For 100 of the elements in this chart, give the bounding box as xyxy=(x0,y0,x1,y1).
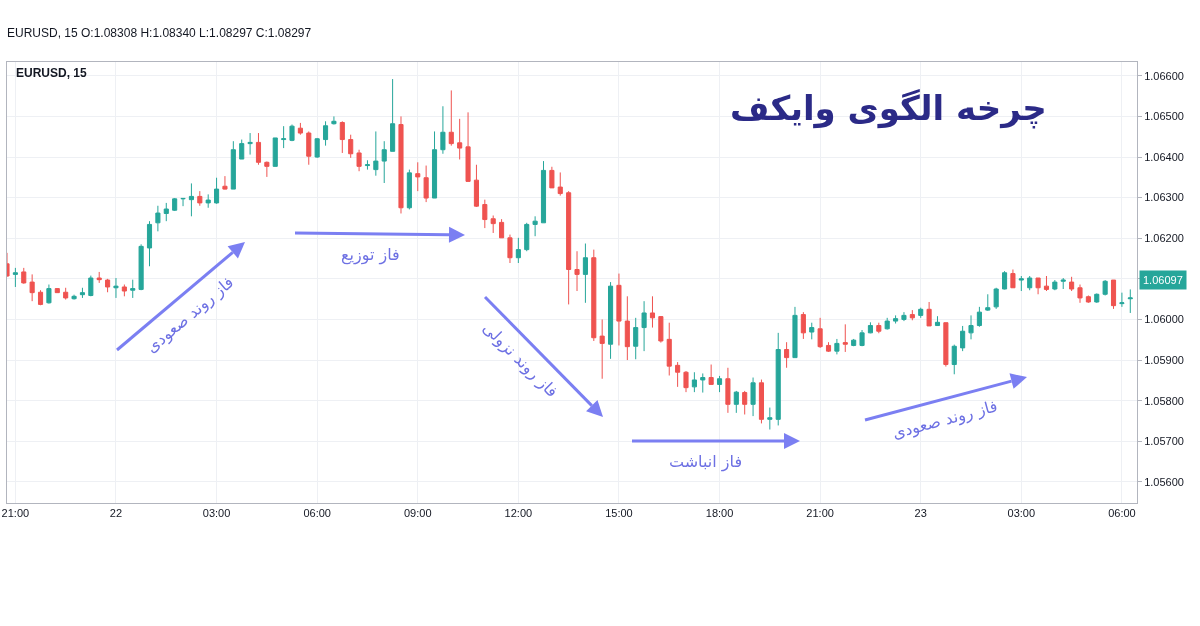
candlestick xyxy=(415,161,421,192)
candlestick xyxy=(624,295,630,361)
candlestick xyxy=(968,314,974,340)
candlestick xyxy=(12,267,18,288)
text: EURUSD, 15 O:1.08308 H:1.08340 L:1.08297 C:1.08297 xyxy=(7,26,312,40)
candlestick xyxy=(264,160,270,178)
candlestick xyxy=(1102,279,1108,296)
candlestick xyxy=(239,139,245,160)
annotation: فاز روند صعودی xyxy=(142,272,238,358)
candlestick xyxy=(230,140,236,190)
candlestick xyxy=(339,120,345,154)
candlestick xyxy=(138,243,144,291)
candlestick xyxy=(54,288,60,294)
candlestick xyxy=(616,273,622,346)
x-tick-label: 22 xyxy=(109,507,123,520)
candlestick xyxy=(515,237,521,264)
candlestick xyxy=(641,300,647,352)
candlestick xyxy=(457,118,463,160)
y-tick-label: 1.06600 xyxy=(1144,69,1184,82)
y-tick-label: 1.06500 xyxy=(1144,110,1184,123)
candlestick xyxy=(926,301,932,327)
candlestick xyxy=(943,322,949,368)
candlestick xyxy=(683,370,689,393)
candlestick xyxy=(700,372,706,394)
candlestick xyxy=(431,130,438,199)
y-tick-label: 1.05800 xyxy=(1144,394,1184,407)
candlestick xyxy=(1018,275,1024,292)
candlestick xyxy=(188,182,194,217)
candlestick xyxy=(976,306,982,328)
candlestick xyxy=(1077,284,1083,304)
candlestick xyxy=(985,293,991,311)
candlestick xyxy=(490,215,496,234)
candlestick xyxy=(155,205,161,232)
x-tick-label: 03:00 xyxy=(1007,507,1036,520)
candlestick xyxy=(121,284,127,297)
candlestick xyxy=(834,338,840,355)
y-tick-label: 1.06300 xyxy=(1144,191,1184,204)
candlestick xyxy=(767,407,773,430)
candlestick xyxy=(373,130,379,177)
candlestick xyxy=(322,120,329,147)
candlestick xyxy=(88,275,94,297)
candlestick xyxy=(716,375,723,393)
candlestick xyxy=(289,124,295,142)
x-tick-label: 06:00 xyxy=(303,507,331,520)
candlestick xyxy=(398,115,404,214)
candlestick xyxy=(364,159,371,171)
candlestick xyxy=(524,222,530,252)
y-tick-label: 1.06200 xyxy=(1144,232,1184,245)
candlestick xyxy=(608,281,614,360)
text: چرخه الگوی وایکف xyxy=(729,87,1047,129)
candlestick xyxy=(842,323,848,353)
candlestick xyxy=(867,321,873,334)
candlestick xyxy=(658,315,664,344)
candlestick xyxy=(540,160,547,224)
candlestick xyxy=(331,115,337,125)
candlestick xyxy=(314,137,320,159)
candlestick xyxy=(893,314,899,325)
annotation: فاز روند نزولی xyxy=(478,318,562,402)
candlestick xyxy=(708,364,714,385)
annotation: فاز روند صعودی xyxy=(890,396,1000,444)
candlestick xyxy=(909,309,915,321)
candlestick xyxy=(482,199,488,229)
x-tick-label: 09:00 xyxy=(403,507,432,520)
candlestick xyxy=(507,234,513,264)
x-tick-label: 21:00 xyxy=(1,507,30,520)
y-tick-label: 1.06000 xyxy=(1144,313,1184,326)
candlestick xyxy=(859,329,865,347)
y-tick-label: 1.05700 xyxy=(1144,435,1184,448)
candlestick xyxy=(758,379,764,424)
candlestick xyxy=(1060,277,1066,290)
candlestick xyxy=(591,249,597,342)
x-tick-label: 21:00 xyxy=(806,507,834,520)
candlestick xyxy=(675,361,681,388)
candlestick xyxy=(825,341,832,353)
candlestick xyxy=(222,175,228,191)
candlestick xyxy=(63,287,69,301)
candlestick xyxy=(549,166,555,189)
candlestick xyxy=(574,250,580,292)
candlestick xyxy=(381,140,387,184)
x-tick-label: 18:00 xyxy=(705,507,734,520)
y-tick-label: 1.06400 xyxy=(1144,150,1184,163)
candlestick xyxy=(440,105,446,155)
candlestick xyxy=(649,295,656,329)
candlestick xyxy=(79,287,85,299)
candlestick xyxy=(348,134,354,159)
candlestick xyxy=(566,190,572,305)
candlestick xyxy=(255,132,262,166)
candlestick xyxy=(557,171,563,197)
candlestick xyxy=(1110,279,1117,310)
candlestick xyxy=(113,277,119,299)
candlestick xyxy=(1035,277,1041,295)
candlestick xyxy=(960,325,966,352)
chart-subtitle: EURUSD, 15 xyxy=(16,66,88,80)
candlestick xyxy=(742,390,748,415)
candlestick xyxy=(532,215,538,237)
candlestick xyxy=(951,344,957,375)
text: 1.06097 xyxy=(1143,274,1183,286)
candlestick xyxy=(21,267,27,285)
candlestick xyxy=(356,149,362,172)
candlestick xyxy=(851,338,857,347)
